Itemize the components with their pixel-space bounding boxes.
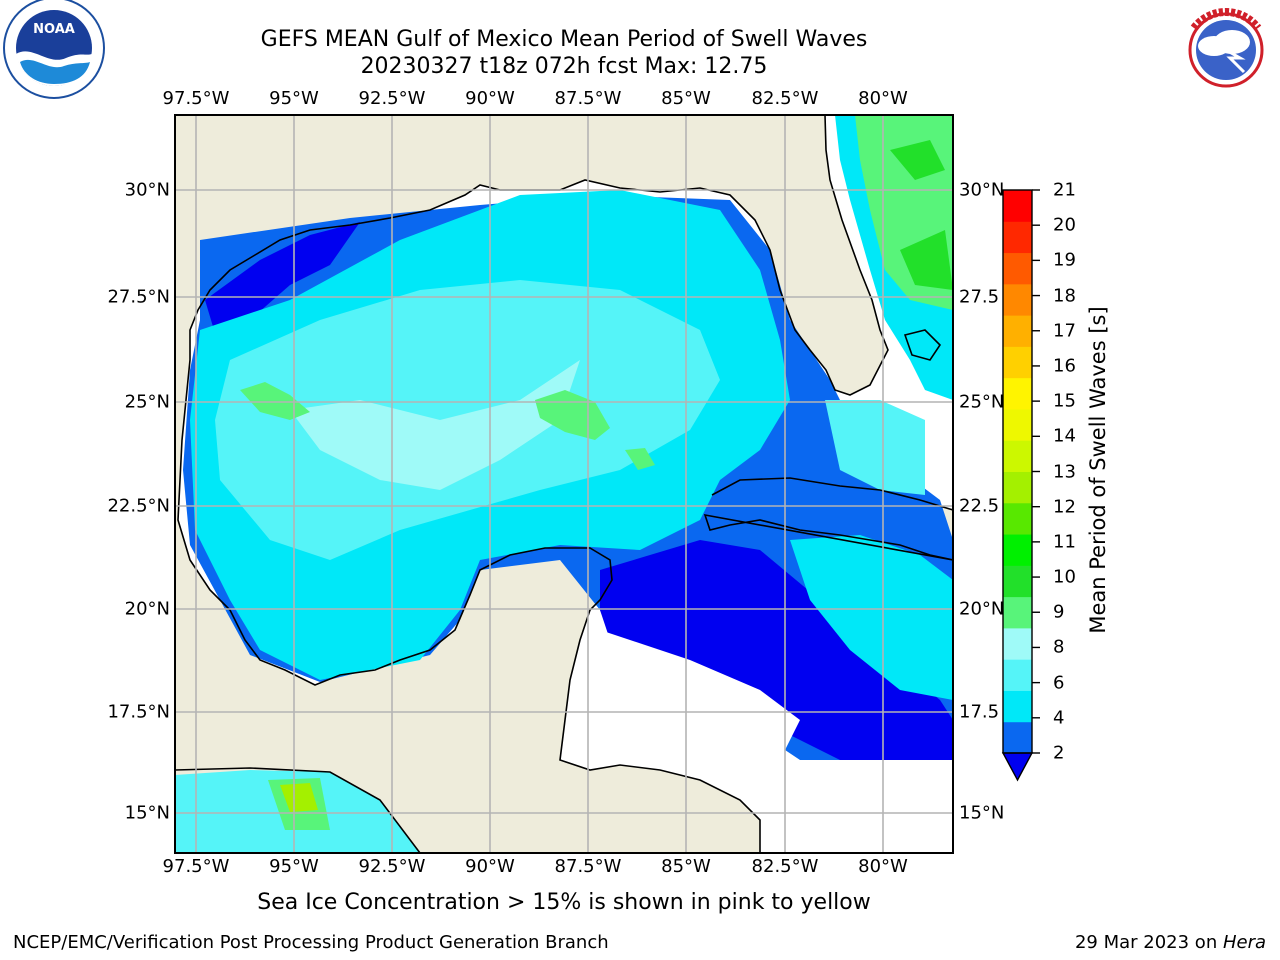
lon-label-bottom: 82.5°W [751,856,819,877]
colorbar-title: Mean Period of Swell Waves [s] [1086,306,1110,634]
lon-label-top: 87.5°W [554,88,622,109]
colorbar-swatch [1003,659,1032,691]
colorbar-tick-label: 19 [1053,249,1076,271]
colorbar-tick-label: 17 [1053,320,1076,342]
lat-label-right: 20°N [959,598,1005,620]
colorbar-swatch [1003,565,1032,598]
lat-label-right: 30°N [959,179,1005,201]
lat-label-left: 17.5°N [107,701,170,723]
colorbar-swatch [1003,221,1032,254]
colorbar-swatch [1003,690,1032,723]
colorbar-swatch [1003,315,1032,347]
colorbar-tick-label: 11 [1053,531,1076,553]
colorbar-tick-label: 15 [1053,390,1076,412]
colorbar-swatch [1003,283,1032,316]
colorbar-tick-label: 20 [1053,214,1076,236]
footer-date-text: 29 Mar 2023 on [1074,932,1223,953]
swell-field-4to6-caribbean [790,535,953,700]
colorbar-swatch [1003,252,1032,285]
no-data-honduras [600,630,800,760]
footer-date: 29 Mar 2023 on Hera [1075,932,1266,953]
lat-label-right: 15°N [959,802,1005,824]
swell-field-atlantic-10to11 [890,140,953,290]
colorbar-under-extension [1001,752,1034,782]
colorbar [1001,189,1040,782]
graticule [175,115,953,853]
colorbar-tick-label: 13 [1053,461,1076,482]
colorbar-tick-label: 14 [1053,425,1076,447]
swell-field-pacific-max [280,783,318,812]
lon-label-bottom: 92.5°W [358,856,426,877]
colorbar-tick-label: 2 [1053,742,1065,764]
colorbar-swatch [1003,471,1032,504]
colorbar-tick-label: 10 [1053,566,1076,588]
lon-label-bottom: 97.5°W [162,856,230,877]
lon-label-top: 80°W [858,88,908,109]
lon-label-top: 82.5°W [751,88,819,109]
colorbar-tick-label: 18 [1053,285,1076,307]
colorbar-swatch [1003,534,1032,566]
colorbar-swatch [1003,408,1032,441]
lon-label-top: 95°W [269,88,319,109]
footer-host: Hera [1222,932,1266,953]
colorbar-swatch [1003,440,1032,472]
swell-field-8to9 [290,360,580,490]
colorbar-swatch [1003,346,1032,379]
lon-label-top: 97.5°W [162,88,230,109]
lon-label-top: 90°W [465,88,515,109]
lon-label-bottom: 85°W [661,856,711,877]
lat-label-right: 25°N [959,391,1005,413]
colorbar-swatch [1003,190,1032,222]
colorbar-swatch [1003,377,1032,410]
colorbar-swatch [1003,627,1032,660]
colorbar-swatch [1003,721,1032,754]
lat-label-left: 27.5°N [107,286,170,308]
colorbar-tick-label: 21 [1053,179,1076,201]
nws-logo [1176,0,1276,100]
swell-field-straits [825,400,925,495]
lat-label-right: 22.5 [959,495,1000,517]
footer-credit: NCEP/EMC/Verification Post Processing Pr… [13,932,609,953]
colorbar-tick-label: 8 [1053,636,1065,658]
lat-label-left: 30°N [124,179,170,201]
lat-label-right: 27.5 [959,286,1000,308]
colorbar-tick-label: 4 [1053,707,1065,729]
swell-field-9to10-a [240,382,310,420]
lon-label-bottom: 95°W [269,856,319,877]
lon-label-top: 92.5°W [358,88,426,109]
lat-label-left: 20°N [124,598,170,620]
lat-label-left: 25°N [124,391,170,413]
swell-field-9to10-c [625,448,655,470]
lon-label-bottom: 90°W [465,856,515,877]
coastlines [175,115,953,853]
swell-field-under2 [600,540,953,760]
map-subtitle: 20230327 t18z 072h fcst Max: 12.75 [360,54,768,79]
colorbar-swatch [1003,596,1032,629]
lon-label-top: 85°W [661,88,711,109]
map-frame [174,114,954,854]
colorbar-swatch [1003,502,1032,535]
colorbar-tick-label: 6 [1053,672,1065,694]
lat-label-right: 17.5 [959,701,1000,723]
sea-ice-note: Sea Ice Concentration > 15% is shown in … [257,890,871,915]
noaa-logo: NOAA [3,0,105,99]
lon-label-bottom: 87.5°W [554,856,622,877]
map-title: GEFS MEAN Gulf of Mexico Mean Period of … [260,27,868,52]
colorbar-tick-label: 12 [1053,496,1076,518]
colorbar-tick-label: 16 [1053,355,1076,377]
lat-label-left: 22.5°N [107,495,170,517]
noaa-logo-text: NOAA [33,22,75,37]
lat-label-left: 15°N [124,802,170,824]
lon-label-bottom: 80°W [858,856,908,877]
colorbar-tick-label: 9 [1053,601,1065,623]
